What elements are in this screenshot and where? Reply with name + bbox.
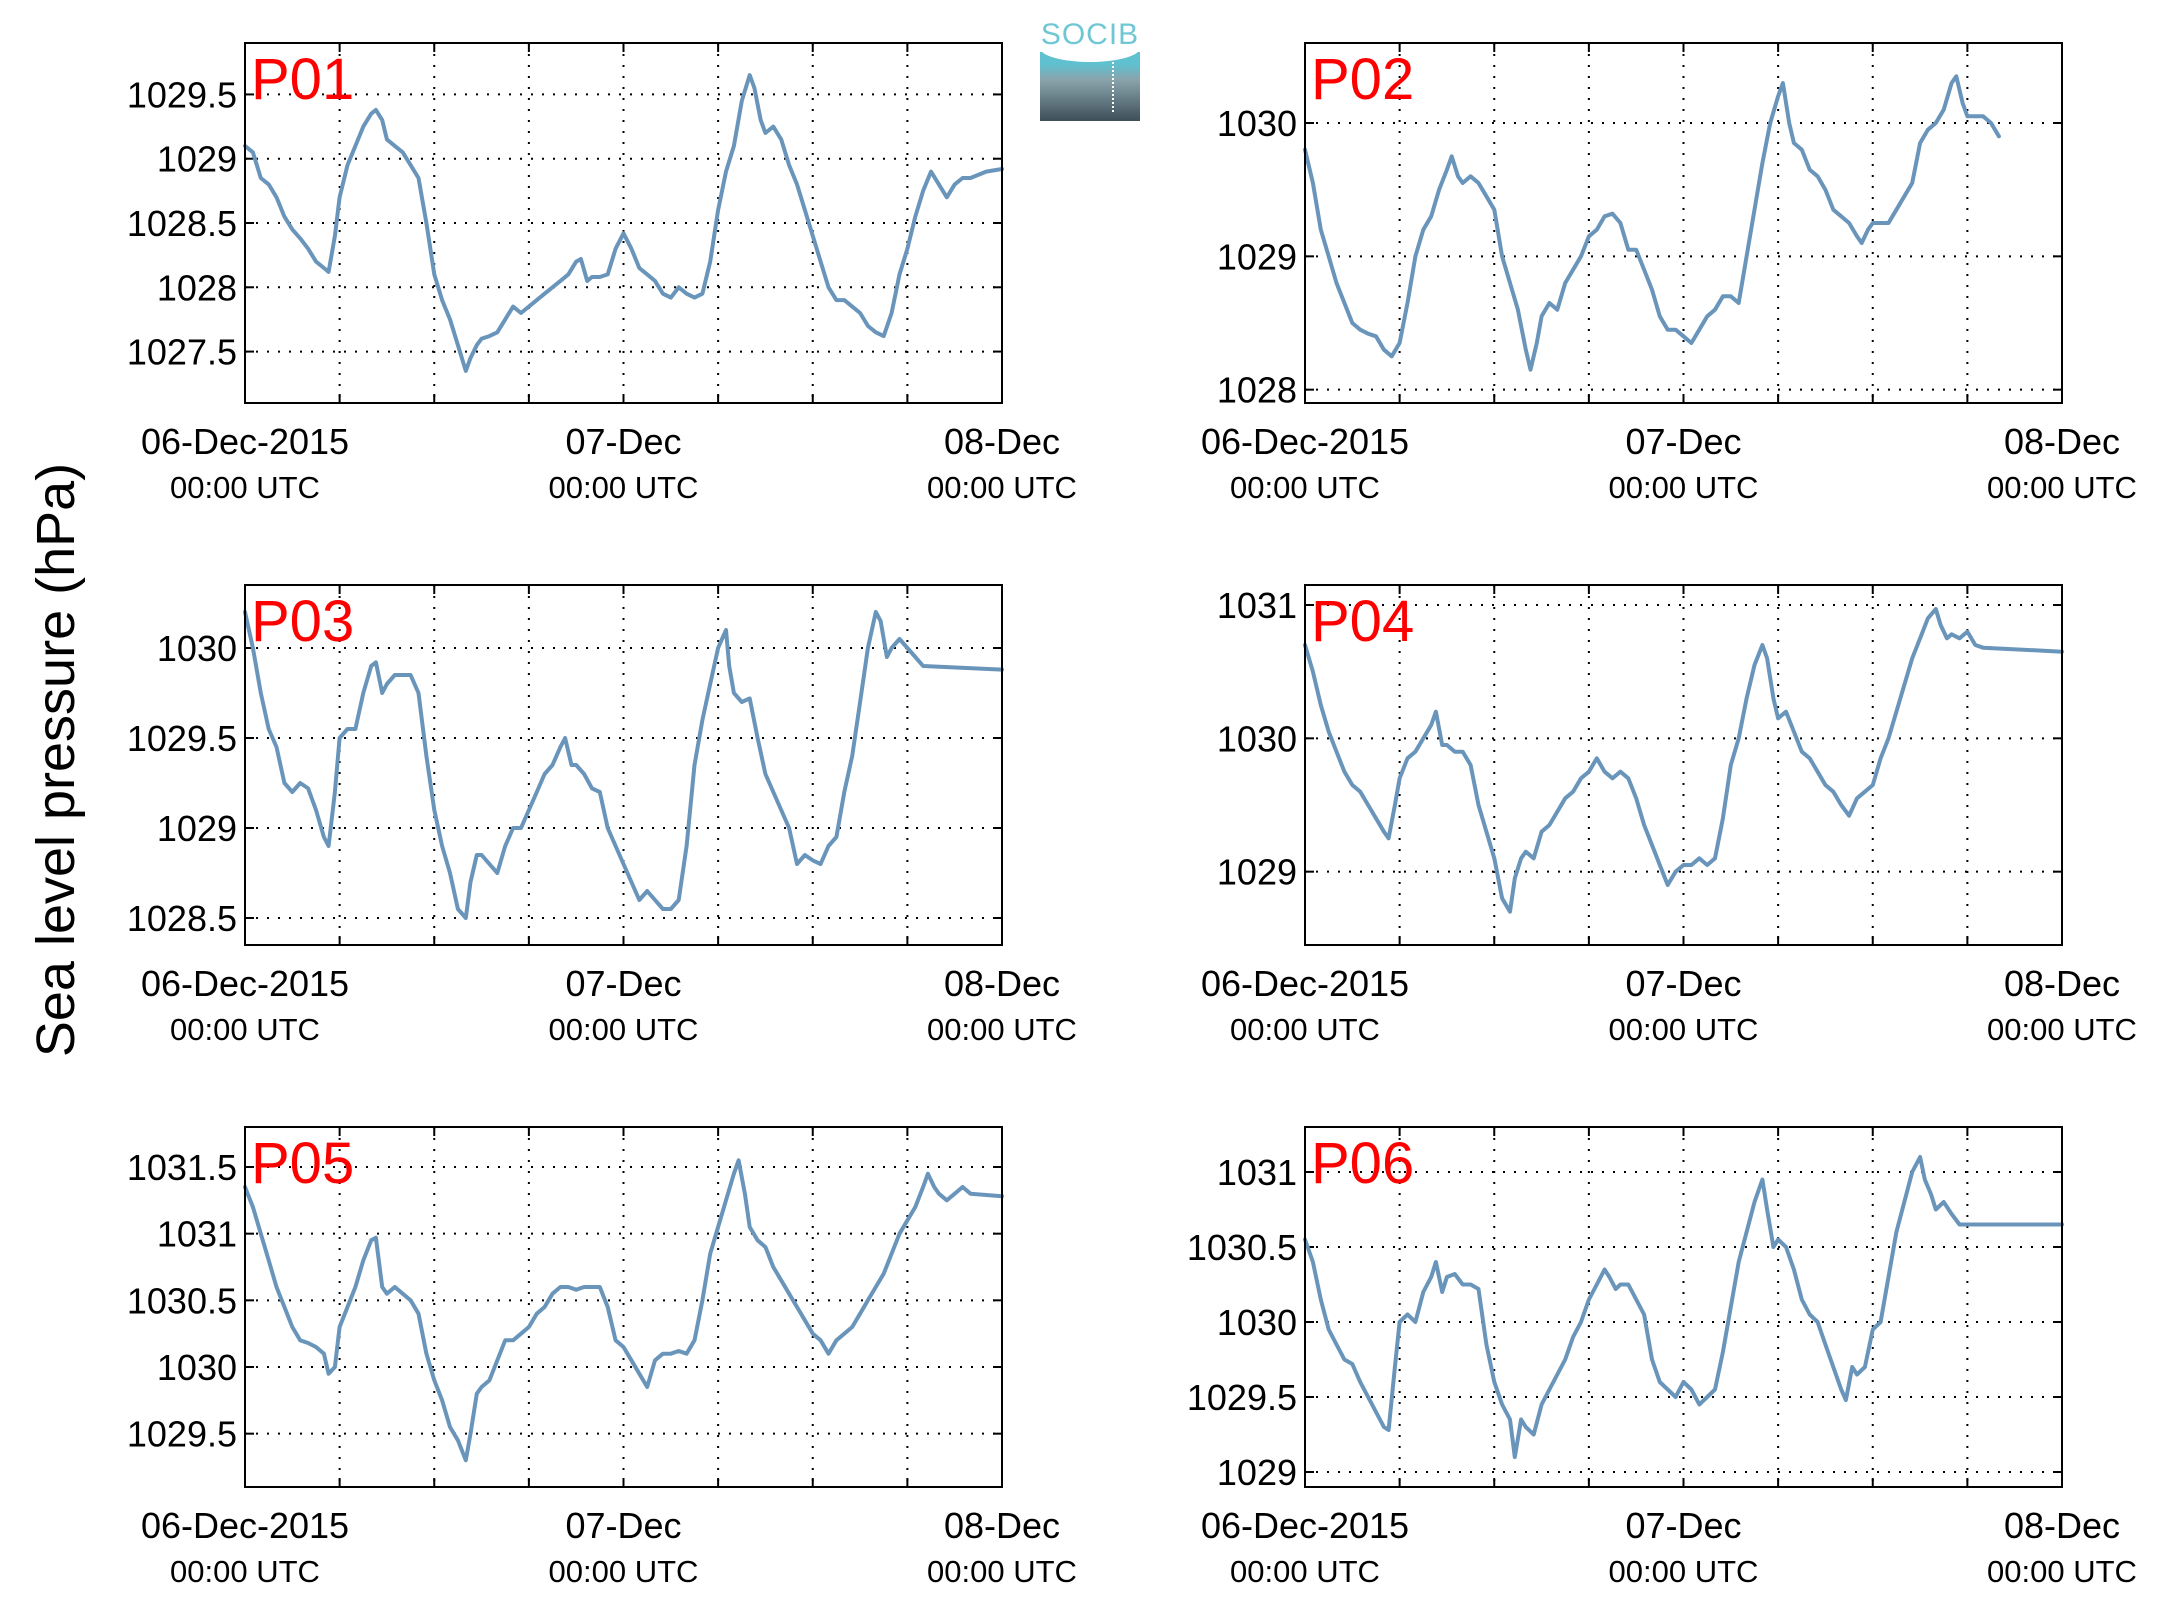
y-tick-label: 1030 xyxy=(1217,1302,1297,1343)
x-tick-sublabel: 00:00 UTC xyxy=(1230,470,1380,505)
x-tick-label: 07-Dec xyxy=(1625,963,1741,1004)
y-tick-label: 1027.5 xyxy=(127,332,237,373)
y-tick-label: 1028.5 xyxy=(127,898,237,939)
x-tick-sublabel: 00:00 UTC xyxy=(927,1012,1077,1047)
panel-label: P05 xyxy=(251,1131,354,1196)
data-line-p02 xyxy=(1303,74,2001,372)
x-tick-label: 08-Dec xyxy=(944,963,1060,1004)
x-tick-label: 07-Dec xyxy=(565,963,681,1004)
y-tick-label: 1031 xyxy=(157,1214,237,1255)
y-tick-label: 1031 xyxy=(1217,1152,1297,1193)
panel-label: P04 xyxy=(1311,589,1414,654)
y-tick-label: 1028 xyxy=(157,267,237,308)
x-tick-sublabel: 00:00 UTC xyxy=(170,1012,320,1047)
x-tick-label: 07-Dec xyxy=(565,1505,681,1546)
y-axis-label: Sea level pressure (hPa) xyxy=(26,463,86,1057)
y-tick-label: 1030 xyxy=(1217,718,1297,759)
panel-label: P06 xyxy=(1311,1131,1414,1196)
x-tick-label: 08-Dec xyxy=(944,421,1060,462)
x-tick-sublabel: 00:00 UTC xyxy=(549,1554,699,1589)
chart-panel-p03: 1028.5 1029 1029.5 1030 06-Dec-2015 00:00 UTC… xyxy=(127,584,1077,1047)
logo-text: SOCIB xyxy=(1040,18,1140,51)
x-tick-label: 06-Dec-2015 xyxy=(1201,963,1409,1004)
y-tick-label: 1031 xyxy=(1217,585,1297,626)
x-tick-sublabel: 00:00 UTC xyxy=(927,470,1077,505)
y-tick-label: 1029.5 xyxy=(127,718,237,759)
x-tick-sublabel: 00:00 UTC xyxy=(1230,1012,1380,1047)
y-tick-label: 1029 xyxy=(1217,236,1297,277)
data-line-p05 xyxy=(243,1158,1004,1463)
chart-panel-p04: 1029 1030 1031 06-Dec-2015 00:00 UTC 07-Dec 00… xyxy=(1201,584,2137,1047)
y-tick-label: 1029 xyxy=(1217,852,1297,893)
data-line-p03 xyxy=(243,610,1004,920)
plot-frame xyxy=(244,42,1003,404)
x-tick-label: 06-Dec-2015 xyxy=(1201,1505,1409,1546)
panel-label: P01 xyxy=(251,47,354,112)
y-tick-label: 1028.5 xyxy=(127,203,237,244)
chart-panel-p01: 1027.5 1028 1028.5 1029 1029.5 06-Dec-2015 00:… xyxy=(127,42,1077,505)
data-line-p01 xyxy=(243,73,1004,373)
chart-panel-p02: 1028 1029 1030 06-Dec-2015 00:00 UTC 07-Dec 00… xyxy=(1201,42,2137,505)
plot-frame xyxy=(244,584,1003,946)
y-tick-label: 1029 xyxy=(1217,1452,1297,1493)
x-tick-sublabel: 00:00 UTC xyxy=(549,1012,699,1047)
x-tick-sublabel: 00:00 UTC xyxy=(170,470,320,505)
logo-wave xyxy=(1040,48,1140,62)
x-tick-sublabel: 00:00 UTC xyxy=(927,1554,1077,1589)
plot-frame xyxy=(1304,584,2063,946)
panel-label: P02 xyxy=(1311,47,1414,112)
x-tick-label: 08-Dec xyxy=(2004,1505,2120,1546)
y-tick-label: 1030 xyxy=(157,628,237,669)
x-tick-sublabel: 00:00 UTC xyxy=(1609,1554,1759,1589)
chart-panel-p05: 1029.5 1030 1030.5 1031 1031.5 06-Dec-2015 00:… xyxy=(127,1126,1077,1589)
logo-emblem xyxy=(1040,52,1140,121)
x-tick-sublabel: 00:00 UTC xyxy=(1609,470,1759,505)
x-tick-sublabel: 00:00 UTC xyxy=(1987,470,2137,505)
y-tick-label: 1029.5 xyxy=(1187,1377,1297,1418)
y-tick-label: 1030 xyxy=(157,1347,237,1388)
chart-panel-p06: 1029 1029.5 1030 1030.5 1031 06-Dec-2015 00:00… xyxy=(1187,1126,2137,1589)
plot-frame xyxy=(1304,42,2063,404)
data-line-p04 xyxy=(1303,607,2064,914)
x-tick-sublabel: 00:00 UTC xyxy=(1987,1554,2137,1589)
logo-mast xyxy=(1112,62,1114,112)
x-tick-label: 08-Dec xyxy=(2004,421,2120,462)
x-tick-label: 08-Dec xyxy=(2004,963,2120,1004)
x-tick-sublabel: 00:00 UTC xyxy=(170,1554,320,1589)
x-tick-sublabel: 00:00 UTC xyxy=(549,470,699,505)
x-tick-label: 08-Dec xyxy=(944,1505,1060,1546)
y-tick-label: 1029 xyxy=(157,139,237,180)
x-tick-label: 07-Dec xyxy=(565,421,681,462)
x-tick-sublabel: 00:00 UTC xyxy=(1609,1012,1759,1047)
x-tick-label: 07-Dec xyxy=(1625,421,1741,462)
y-tick-label: 1030.5 xyxy=(1187,1227,1297,1268)
x-tick-label: 06-Dec-2015 xyxy=(141,963,349,1004)
y-tick-label: 1031.5 xyxy=(127,1147,237,1188)
y-tick-label: 1030 xyxy=(1217,103,1297,144)
x-tick-label: 06-Dec-2015 xyxy=(141,1505,349,1546)
data-line-p06 xyxy=(1303,1155,2064,1459)
x-tick-label: 06-Dec-2015 xyxy=(1201,421,1409,462)
plot-frame xyxy=(1304,1126,2063,1488)
y-tick-label: 1029.5 xyxy=(127,1414,237,1455)
x-tick-label: 06-Dec-2015 xyxy=(141,421,349,462)
y-tick-label: 1030.5 xyxy=(127,1280,237,1321)
x-tick-label: 07-Dec xyxy=(1625,1505,1741,1546)
x-tick-sublabel: 00:00 UTC xyxy=(1987,1012,2137,1047)
plot-frame xyxy=(244,1126,1003,1488)
panel-label: P03 xyxy=(251,589,354,654)
y-tick-label: 1029.5 xyxy=(127,74,237,115)
y-tick-label: 1028 xyxy=(1217,370,1297,411)
y-tick-label: 1029 xyxy=(157,808,237,849)
x-tick-sublabel: 00:00 UTC xyxy=(1230,1554,1380,1589)
socib-logo: SOCIB xyxy=(1040,18,1140,121)
